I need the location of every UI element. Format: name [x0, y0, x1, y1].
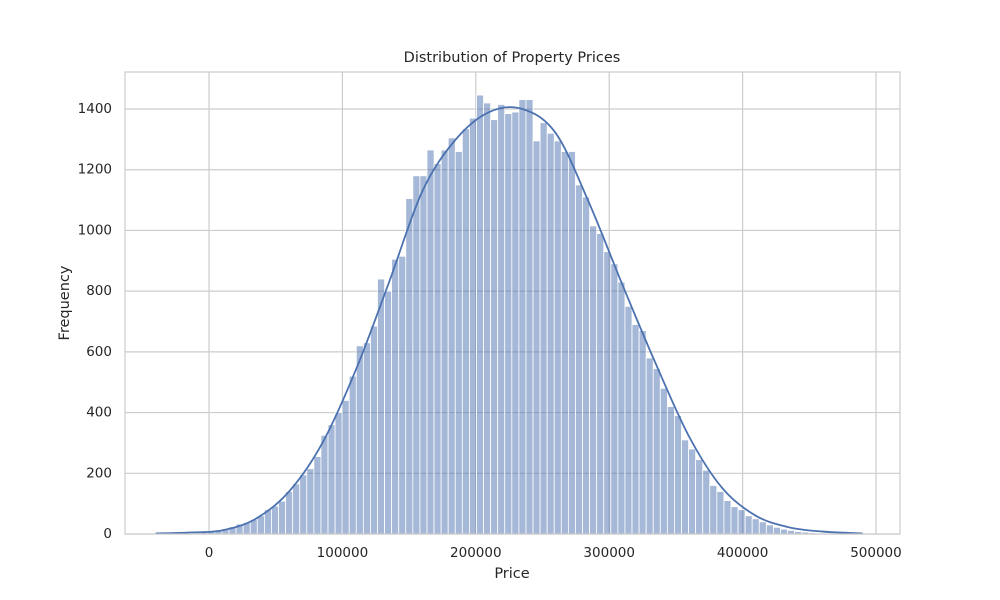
- bar: [370, 325, 378, 535]
- bar: [638, 330, 647, 535]
- bar: [320, 434, 329, 535]
- bar: [469, 117, 477, 535]
- bar: [391, 258, 400, 535]
- x-tick-label: 300000: [583, 545, 635, 561]
- bar: [504, 113, 513, 535]
- bar: [744, 515, 753, 535]
- bar: [539, 122, 548, 535]
- y-tick-label: 1000: [78, 222, 112, 238]
- bar: [313, 456, 322, 535]
- y-tick-label: 400: [86, 405, 112, 421]
- bar: [773, 526, 781, 535]
- bar: [688, 448, 697, 535]
- y-tick-label: 800: [86, 283, 112, 299]
- bar: [511, 111, 520, 535]
- bar: [327, 424, 336, 535]
- plot-frame: [124, 71, 901, 535]
- bar: [384, 290, 393, 535]
- y-tick-label: 0: [103, 526, 112, 542]
- bar: [575, 184, 583, 535]
- y-axis-label: Frequency: [57, 265, 73, 340]
- bar: [497, 104, 506, 535]
- bar: [377, 278, 385, 535]
- bar: [419, 175, 428, 535]
- x-tick-label: 200000: [450, 545, 502, 561]
- bar: [624, 305, 633, 535]
- bar: [695, 459, 704, 535]
- bar: [645, 357, 654, 535]
- bar: [737, 509, 746, 535]
- bar: [582, 196, 590, 535]
- bar: [532, 140, 541, 535]
- bar: [341, 400, 350, 535]
- bar: [652, 368, 661, 535]
- x-tick-label: 100000: [317, 545, 369, 561]
- bar: [553, 140, 562, 535]
- bar: [299, 474, 308, 535]
- bar: [454, 151, 463, 535]
- bar: [751, 518, 760, 535]
- bar: [405, 198, 414, 535]
- bar: [716, 491, 725, 535]
- bar: [631, 324, 640, 535]
- bar: [362, 342, 371, 535]
- bar: [617, 281, 626, 535]
- chart-title: Distribution of Property Prices: [404, 50, 621, 66]
- bar: [334, 412, 343, 535]
- bar: [525, 99, 534, 535]
- bar: [278, 500, 287, 535]
- bar: [490, 119, 499, 535]
- x-tick-label: 400000: [717, 545, 769, 561]
- bar: [285, 491, 294, 535]
- bar: [306, 468, 315, 535]
- bar: [440, 149, 449, 535]
- x-tick-label: 500000: [850, 545, 902, 561]
- bar: [348, 375, 357, 535]
- bar: [560, 151, 569, 535]
- bar: [596, 233, 605, 535]
- bar: [702, 469, 711, 535]
- bar: [518, 99, 527, 535]
- bar: [398, 255, 407, 535]
- bar: [256, 515, 265, 535]
- bar: [433, 163, 442, 535]
- y-tick-label: 600: [86, 344, 112, 360]
- bar: [758, 521, 767, 535]
- bar: [674, 415, 682, 535]
- bar: [271, 505, 279, 535]
- y-tick-label: 1200: [78, 162, 112, 178]
- bar: [723, 500, 732, 535]
- bar: [603, 251, 612, 535]
- bar: [780, 528, 788, 535]
- bar: [659, 387, 668, 535]
- bar: [546, 132, 555, 535]
- bar: [610, 263, 619, 535]
- kde-line: [155, 106, 863, 535]
- y-tick-label: 1400: [78, 101, 112, 117]
- y-tick-label: 200: [86, 465, 112, 481]
- bar: [461, 128, 470, 535]
- bar: [426, 149, 435, 535]
- x-axis-label: Price: [494, 566, 529, 582]
- bar: [567, 151, 576, 535]
- bar: [483, 102, 492, 535]
- bar: [355, 345, 364, 535]
- bar: [476, 94, 484, 535]
- x-tick-label: 0: [205, 545, 214, 561]
- bar: [709, 485, 718, 535]
- bar: [447, 137, 456, 535]
- bar: [765, 524, 774, 535]
- bar: [666, 406, 675, 535]
- bar: [412, 175, 421, 535]
- bar: [730, 506, 739, 535]
- bar: [681, 439, 689, 535]
- bar: [292, 483, 301, 535]
- bar: [589, 225, 598, 535]
